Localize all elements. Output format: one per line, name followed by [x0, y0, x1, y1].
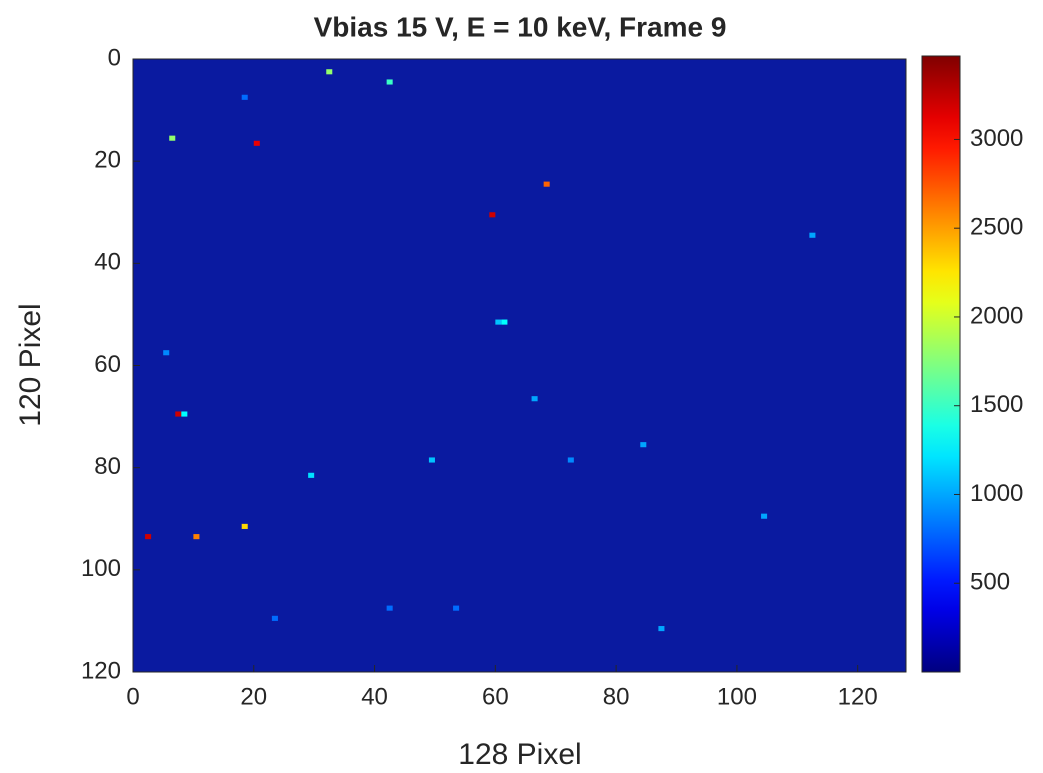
heat-cell — [532, 396, 538, 401]
x-axis-label: 128 Pixel — [458, 738, 581, 771]
heat-cell — [242, 95, 248, 100]
y-axis-label: 120 Pixel — [14, 303, 47, 426]
y-tick-label: 20 — [94, 147, 121, 174]
heat-cell — [175, 411, 181, 416]
heat-cell — [272, 616, 278, 621]
heat-cell — [145, 534, 151, 539]
colorbar-tick-label: 1000 — [970, 480, 1023, 507]
heat-cell — [544, 182, 550, 187]
heat-cell — [501, 320, 507, 325]
x-tick-label: 20 — [240, 683, 267, 710]
heat-cell — [387, 79, 393, 84]
colorbar-tick-label: 3000 — [970, 125, 1023, 152]
colorbar-tick-label: 500 — [970, 569, 1010, 596]
heat-cell — [242, 524, 248, 529]
heat-cell — [429, 457, 435, 462]
y-tick-label: 100 — [81, 555, 121, 582]
heat-cell — [761, 514, 767, 519]
heat-cell — [495, 320, 501, 325]
heat-cell — [387, 606, 393, 611]
heat-cell — [640, 442, 646, 447]
x-tick-label: 80 — [603, 683, 630, 710]
heat-cell — [308, 473, 314, 478]
chart: Vbias 15 V, E = 10 keV, Frame 9 128 Pixe… — [0, 0, 1043, 773]
y-tick-label: 40 — [94, 249, 121, 276]
x-tick-label: 0 — [126, 683, 139, 710]
heat-cell — [809, 233, 815, 238]
x-tick-label: 100 — [717, 683, 757, 710]
colorbar-tick-label: 2500 — [970, 214, 1023, 241]
y-tick-label: 0 — [108, 44, 121, 71]
plot-background — [133, 59, 906, 672]
x-tick-label: 40 — [361, 683, 388, 710]
x-tick-label: 120 — [838, 683, 878, 710]
x-tick-label: 60 — [482, 683, 509, 710]
y-tick-label: 60 — [94, 351, 121, 378]
heat-cell — [453, 606, 459, 611]
y-tick-label: 80 — [94, 453, 121, 480]
chart-title: Vbias 15 V, E = 10 keV, Frame 9 — [314, 11, 727, 42]
colorbar — [922, 56, 960, 672]
heat-cell — [163, 350, 169, 355]
heat-cell — [326, 69, 332, 74]
colorbar-tick-label: 1500 — [970, 391, 1023, 418]
heat-cell — [254, 141, 260, 146]
colorbar-tick-label: 2000 — [970, 302, 1023, 329]
heat-cell — [489, 212, 495, 217]
heat-cell — [169, 136, 175, 141]
heat-cell — [193, 534, 199, 539]
heat-cell — [181, 411, 187, 416]
heat-cell — [568, 457, 574, 462]
y-tick-label: 120 — [81, 657, 121, 684]
heat-cell — [658, 626, 664, 631]
